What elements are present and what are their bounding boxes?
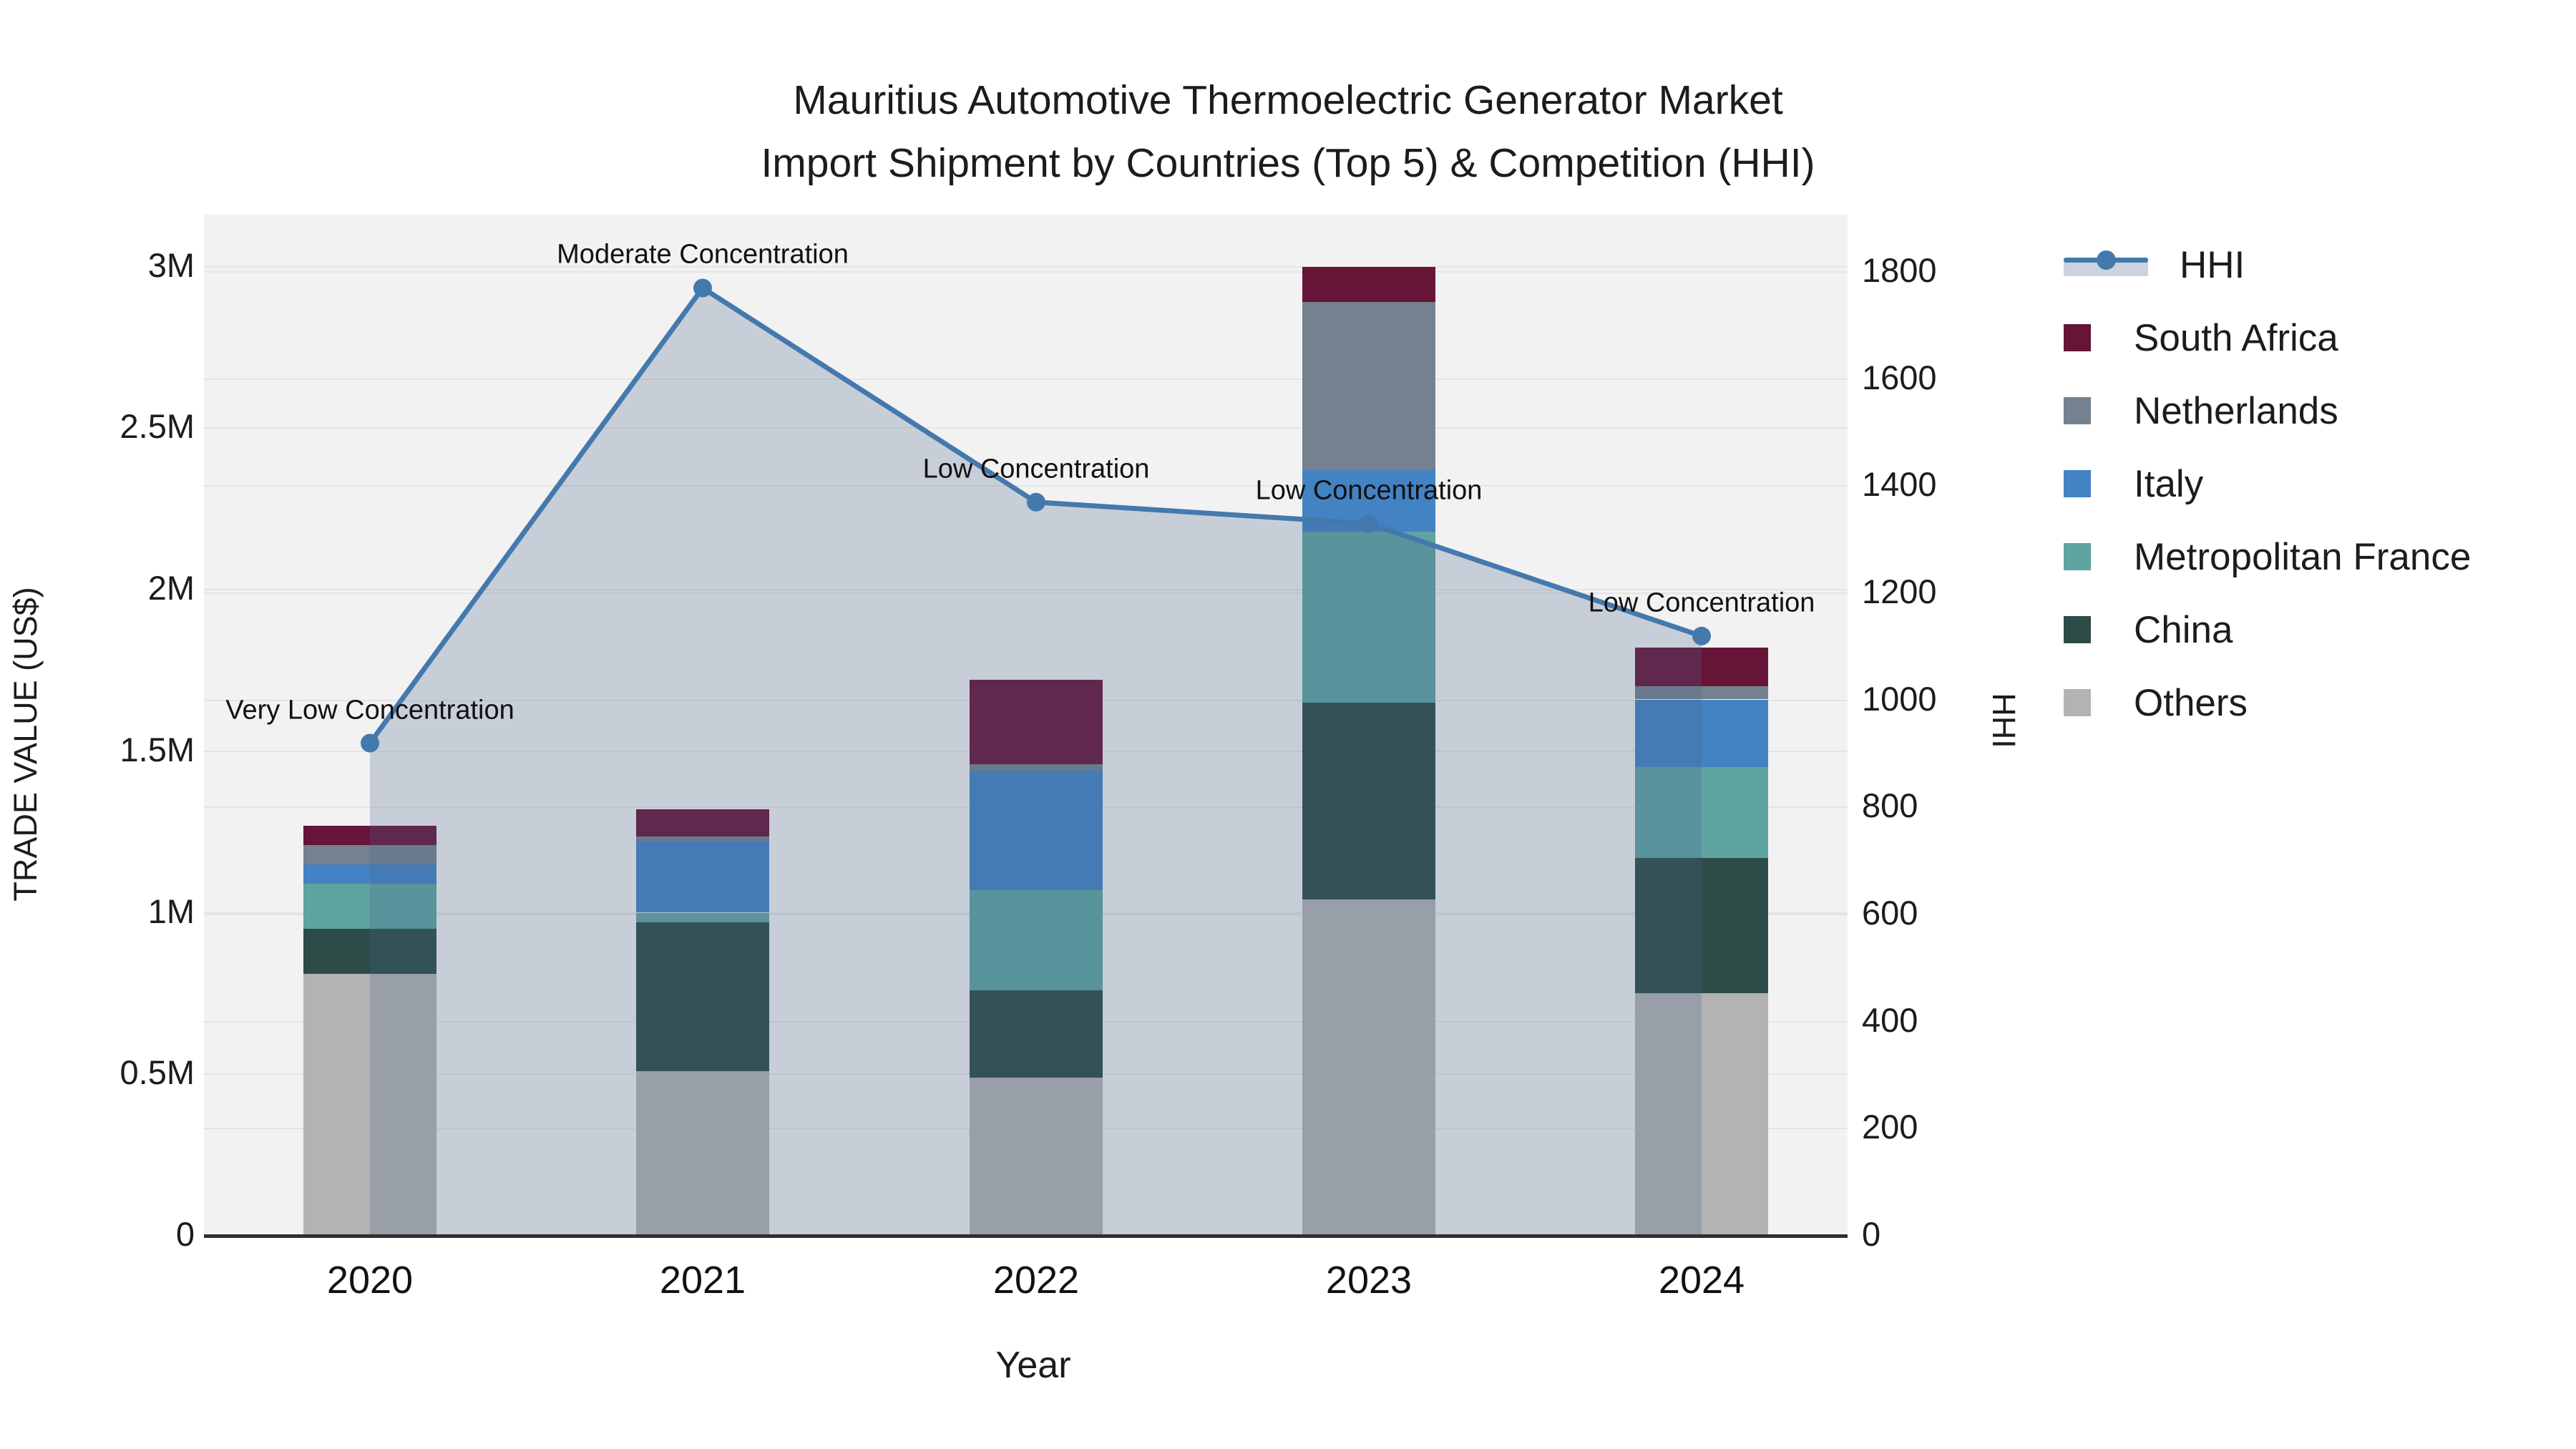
x-tick-2022: 2022	[992, 1259, 1080, 1302]
x-tick-2023: 2023	[1325, 1259, 1413, 1302]
hhi-legend-line-icon	[2064, 249, 2148, 280]
bar-segment-netherlands-2022[interactable]	[970, 763, 1103, 771]
gridline-left	[204, 265, 1848, 268]
bar-segment-italy-2020[interactable]	[303, 864, 436, 884]
legend-label: China	[2134, 608, 2233, 651]
bar-segment-metropolitan_france-2023[interactable]	[1302, 531, 1435, 703]
x-axis-title: Year	[995, 1345, 1071, 1386]
bar-segment-italy-2022[interactable]	[970, 770, 1103, 890]
bar-segment-south_africa-2023[interactable]	[1302, 266, 1435, 303]
bar-segment-netherlands-2021[interactable]	[636, 836, 769, 842]
legend-item-netherlands[interactable]: Netherlands	[2064, 382, 2338, 439]
x-tick-2021: 2021	[659, 1259, 746, 1302]
legend-item-hhi[interactable]: HHI	[2064, 236, 2245, 293]
legend-label: Metropolitan France	[2134, 535, 2472, 578]
y-right-axis-title: HHI	[1986, 693, 2022, 748]
bar-segment-china-2020[interactable]	[303, 929, 436, 975]
legend-swatch-south_africa	[2064, 324, 2091, 351]
legend-item-china[interactable]: China	[2064, 601, 2233, 658]
y-left-tick-2.5M: 2.5M	[119, 407, 195, 446]
x-tick-2020: 2020	[326, 1259, 414, 1302]
bar-segment-china-2023[interactable]	[1302, 703, 1435, 900]
bar-segment-metropolitan_france-2021[interactable]	[636, 912, 769, 923]
bar-segment-netherlands-2024[interactable]	[1635, 686, 1768, 700]
x-axis-line	[204, 1234, 1848, 1238]
hhi-marker-2021[interactable]	[693, 278, 712, 298]
y-right-tick-600: 600	[1862, 894, 1918, 932]
bar-segment-south_africa-2022[interactable]	[970, 680, 1103, 764]
bar-segment-china-2022[interactable]	[970, 990, 1103, 1078]
bar-segment-china-2021[interactable]	[636, 922, 769, 1071]
bar-segment-others-2024[interactable]	[1635, 993, 1768, 1236]
hhi-marker-2024[interactable]	[1692, 626, 1711, 645]
hhi-legend-line-dot	[2097, 250, 2116, 270]
bar-segment-others-2021[interactable]	[636, 1070, 769, 1236]
bar-segment-italy-2021[interactable]	[636, 841, 769, 913]
gridline-right	[204, 271, 1848, 273]
y-right-tick-200: 200	[1862, 1108, 1918, 1146]
annotation-2020: Very Low Concentration	[225, 695, 514, 726]
legend-swatch-italy	[2064, 470, 2091, 497]
gridline-left	[204, 427, 1848, 429]
chart-title-line1: Mauritius Automotive Thermoelectric Gene…	[793, 77, 1783, 123]
x-tick-2024: 2024	[1658, 1259, 1745, 1302]
bar-segment-others-2023[interactable]	[1302, 899, 1435, 1236]
y-left-axis-title: TRADE VALUE (US$)	[7, 587, 44, 902]
legend-label: HHI	[2180, 243, 2245, 286]
bar-segment-italy-2024[interactable]	[1635, 699, 1768, 768]
y-left-tick-1M: 1M	[147, 892, 195, 930]
legend-swatch-china	[2064, 616, 2091, 643]
bar-segment-china-2024[interactable]	[1635, 857, 1768, 994]
bar-segment-netherlands-2020[interactable]	[303, 844, 436, 864]
gridline-right	[204, 485, 1848, 487]
y-right-tick-800: 800	[1862, 786, 1918, 825]
annotation-2022: Low Concentration	[922, 454, 1150, 484]
bar-segment-netherlands-2023[interactable]	[1302, 302, 1435, 470]
chart-title-line2: Import Shipment by Countries (Top 5) & C…	[761, 140, 1815, 186]
legend-label: Others	[2134, 681, 2248, 724]
y-right-tick-1400: 1400	[1862, 465, 1937, 504]
y-right-tick-1600: 1600	[1862, 358, 1937, 396]
y-left-tick-0: 0	[175, 1215, 195, 1253]
gridline-right	[204, 378, 1848, 380]
legend-label: Netherlands	[2134, 389, 2338, 432]
hhi-marker-2023[interactable]	[1360, 514, 1378, 533]
y-left-tick-3M: 3M	[147, 245, 195, 284]
y-right-tick-400: 400	[1862, 1000, 1918, 1039]
annotation-2024: Low Concentration	[1588, 587, 1815, 618]
bar-segment-metropolitan_france-2020[interactable]	[303, 883, 436, 930]
legend-item-others[interactable]: Others	[2064, 674, 2248, 731]
bar-segment-metropolitan_france-2024[interactable]	[1635, 767, 1768, 858]
bar-segment-south_africa-2020[interactable]	[303, 825, 436, 845]
legend-swatch-metropolitan_france	[2064, 543, 2091, 570]
hhi-marker-2022[interactable]	[1027, 492, 1045, 512]
y-left-tick-1.5M: 1.5M	[119, 730, 195, 769]
chart-title: Mauritius Automotive Thermoelectric Gene…	[0, 69, 2576, 195]
y-left-tick-0.5M: 0.5M	[119, 1053, 195, 1092]
bar-segment-metropolitan_france-2022[interactable]	[970, 889, 1103, 990]
hhi-marker-2020[interactable]	[361, 733, 379, 753]
bar-segment-others-2022[interactable]	[970, 1077, 1103, 1236]
y-right-tick-1200: 1200	[1862, 572, 1937, 610]
y-right-tick-0: 0	[1862, 1215, 1881, 1253]
y-right-tick-1800: 1800	[1862, 251, 1937, 289]
legend-label: Italy	[2134, 462, 2204, 505]
annotation-2023: Low Concentration	[1255, 475, 1483, 506]
bar-segment-others-2020[interactable]	[303, 974, 436, 1236]
legend-item-metropolitan-france[interactable]: Metropolitan France	[2064, 528, 2471, 585]
legend-label: South Africa	[2134, 316, 2338, 359]
legend-item-south-africa[interactable]: South Africa	[2064, 309, 2338, 366]
annotation-2021: Moderate Concentration	[557, 239, 849, 270]
y-left-tick-2M: 2M	[147, 569, 195, 607]
legend-item-italy[interactable]: Italy	[2064, 455, 2203, 512]
y-right-tick-1000: 1000	[1862, 679, 1937, 718]
legend-swatch-others	[2064, 689, 2091, 716]
legend-swatch-netherlands	[2064, 397, 2091, 424]
bar-segment-south_africa-2021[interactable]	[636, 809, 769, 837]
bar-segment-south_africa-2024[interactable]	[1635, 648, 1768, 687]
